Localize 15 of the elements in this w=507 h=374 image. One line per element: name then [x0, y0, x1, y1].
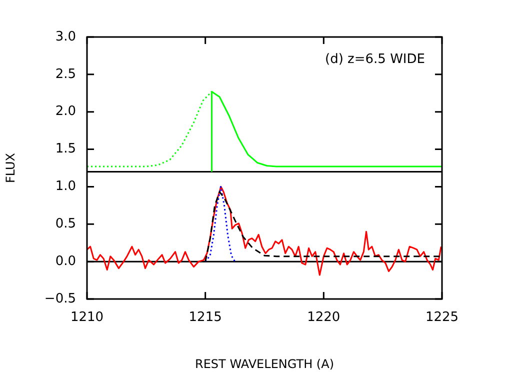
y-axis-title: FLUX	[3, 153, 18, 183]
x-tick-label: 1210	[70, 310, 104, 326]
x-axis-title: REST WAVELENGTH (A)	[195, 356, 334, 371]
y-tick-label: 1.5	[55, 142, 76, 157]
x-tick-label: 1215	[188, 310, 222, 326]
annotation: (d) z=6.5 WIDE	[325, 52, 425, 67]
y-tick-label: −0.5	[44, 291, 76, 306]
y-tick-label: 0.0	[55, 254, 76, 269]
y-tick-label: 3.0	[55, 29, 76, 44]
y-tick-label: 1.0	[55, 179, 76, 194]
x-tick-label: 1225	[425, 310, 459, 326]
y-tick-label: 0.5	[55, 216, 76, 232]
y-tick-label: 2.0	[55, 104, 76, 120]
y-tick-label: 2.5	[55, 66, 76, 82]
x-tick-label: 1220	[307, 310, 340, 326]
